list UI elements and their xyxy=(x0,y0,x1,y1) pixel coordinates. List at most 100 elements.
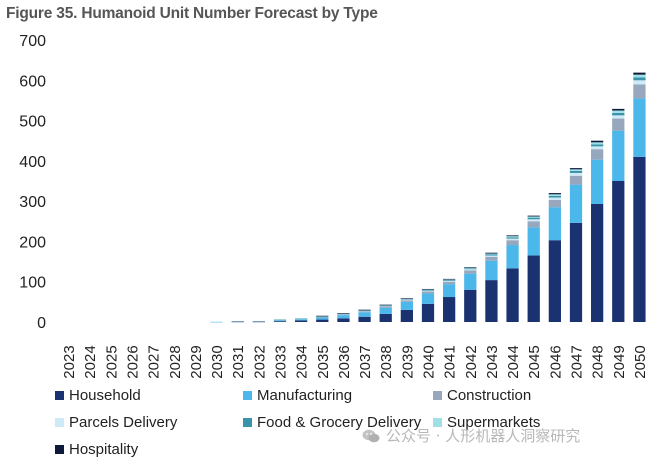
bar-segment xyxy=(273,320,287,322)
x-tick-label: 2026 xyxy=(125,345,142,378)
bar-segment xyxy=(548,194,561,196)
bar-segment xyxy=(337,314,350,316)
x-tick-label: 2039 xyxy=(399,345,416,378)
legend-label: Manufacturing xyxy=(257,387,353,404)
bar-segment xyxy=(591,140,604,143)
x-tick-label: 2037 xyxy=(357,345,374,378)
bar-segment xyxy=(612,130,625,181)
legend-swatch xyxy=(55,391,64,400)
bar-segment xyxy=(591,146,604,150)
bar-segment xyxy=(506,237,519,239)
bar-segment xyxy=(548,195,561,198)
bar-segment xyxy=(379,307,392,314)
bar-segment xyxy=(252,320,265,322)
bar-segment xyxy=(485,256,498,261)
x-tick-label: 2024 xyxy=(82,345,99,378)
bar-segment xyxy=(506,268,519,322)
bar-segment xyxy=(210,321,223,323)
bar-segment xyxy=(548,240,561,322)
x-tick-label: 2036 xyxy=(336,345,353,378)
legend-swatch xyxy=(243,391,252,400)
y-tick-label: 600 xyxy=(19,73,46,90)
bar-segment xyxy=(527,217,540,220)
bar-segment xyxy=(421,290,435,292)
bar-segment xyxy=(443,281,456,285)
bar-segment xyxy=(591,144,604,147)
bar-segment xyxy=(612,110,625,113)
x-tick-label: 2027 xyxy=(146,345,163,378)
bar-segment xyxy=(464,270,477,274)
x-tick-label: 2028 xyxy=(167,345,184,378)
bar-segment xyxy=(569,175,583,185)
bar-segment xyxy=(379,306,392,308)
bar-segment xyxy=(316,315,329,317)
x-tick-label: 2043 xyxy=(484,345,501,378)
bar-segment xyxy=(485,255,498,257)
bar-segment xyxy=(443,280,456,281)
bar-segment xyxy=(400,299,413,300)
bar-segment xyxy=(633,74,646,78)
legend-swatch xyxy=(55,418,64,427)
x-tick-label: 2038 xyxy=(378,345,395,378)
legend-label: Construction xyxy=(447,387,532,404)
bar-segment xyxy=(379,305,392,307)
legend-swatch xyxy=(433,418,442,427)
bar-segment xyxy=(443,279,456,281)
bar-segment xyxy=(506,245,519,269)
bar-segment xyxy=(295,320,308,322)
bar-segment xyxy=(464,289,477,322)
y-axis-tick-labels: 0 100 200 300 400 500 600 700 xyxy=(19,33,46,332)
bar-segment xyxy=(443,278,456,280)
bar-segment xyxy=(421,303,435,322)
bar-segment xyxy=(358,309,371,311)
bar-segment xyxy=(591,203,604,322)
y-tick-label: 300 xyxy=(19,194,46,211)
x-tick-label: 2041 xyxy=(442,345,459,378)
bar-segment xyxy=(421,289,435,290)
bar-segment xyxy=(358,316,371,322)
bar-segment xyxy=(485,254,498,256)
bar-segment xyxy=(252,321,265,323)
bar-segment xyxy=(464,268,477,270)
bar-segment xyxy=(316,316,329,318)
watermark-text: 公众号 · 人形机器人洞察研究 xyxy=(386,427,581,445)
bar-segment xyxy=(527,219,540,222)
bar-segment xyxy=(569,168,583,170)
bar-segment xyxy=(485,253,498,255)
y-tick-label: 500 xyxy=(19,114,46,131)
bar-segment xyxy=(612,181,625,322)
bar-segment xyxy=(316,317,329,320)
bar-segment xyxy=(548,193,561,195)
bar-segment xyxy=(358,312,371,317)
bar-segment xyxy=(400,298,413,300)
bar-segment xyxy=(358,311,371,313)
legend-item: Supermarkets xyxy=(433,414,540,431)
legend-item: Parcels Delivery xyxy=(55,414,177,431)
bar-segment xyxy=(443,280,456,282)
bar-segment xyxy=(464,273,477,290)
x-tick-label: 2023 xyxy=(61,345,78,378)
legend-item: Household xyxy=(55,387,141,404)
x-tick-label: 2035 xyxy=(315,345,332,378)
bar-segment xyxy=(527,216,540,218)
bar-segment xyxy=(379,305,392,307)
bar-segment xyxy=(612,118,625,131)
bar-segment xyxy=(527,221,540,228)
bar-segment xyxy=(379,304,392,306)
x-tick-label: 2030 xyxy=(209,345,226,378)
bar-segment xyxy=(485,280,498,322)
bar-segment xyxy=(633,84,646,99)
bar-segment xyxy=(273,321,287,322)
bar-segment xyxy=(400,301,413,310)
y-tick-label: 400 xyxy=(19,154,46,171)
x-tick-label: 2040 xyxy=(421,345,438,378)
bar-segment xyxy=(527,255,540,322)
legend-label: Supermarkets xyxy=(447,414,541,431)
bar-segment xyxy=(591,149,604,160)
bar-segment xyxy=(316,319,329,322)
bar-segment xyxy=(421,289,435,291)
bar-segment xyxy=(295,318,308,319)
legend-swatch xyxy=(55,445,64,454)
x-tick-label: 2045 xyxy=(526,345,543,378)
